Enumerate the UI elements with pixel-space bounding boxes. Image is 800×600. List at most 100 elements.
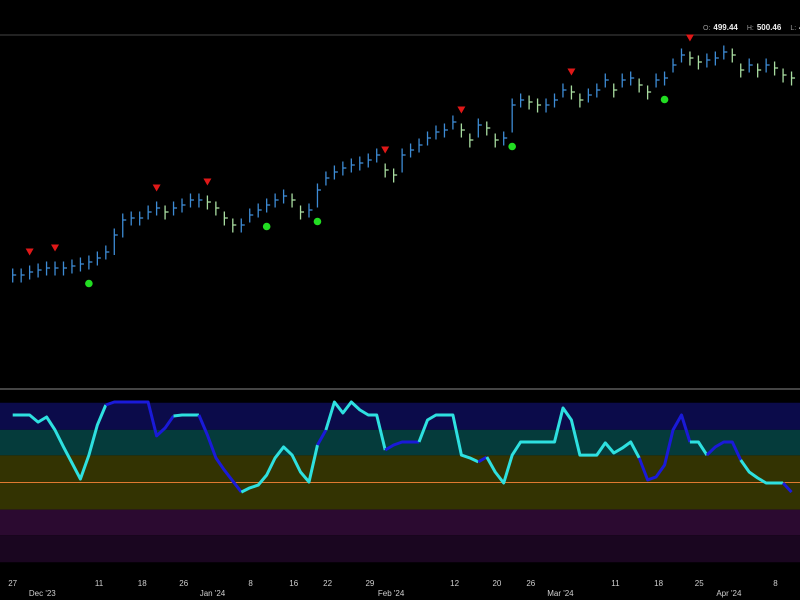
price-bar bbox=[299, 205, 305, 220]
price-bar bbox=[105, 245, 110, 260]
buy-signal bbox=[313, 217, 322, 226]
price-bar bbox=[274, 193, 279, 208]
price-bar bbox=[536, 98, 542, 113]
x-tick-label: 26 bbox=[179, 579, 188, 588]
price-bar bbox=[189, 193, 194, 208]
x-tick-label: 12 bbox=[450, 579, 459, 588]
price-bar bbox=[545, 98, 550, 113]
price-bar bbox=[553, 93, 558, 108]
price-bar bbox=[435, 125, 440, 140]
sell-signal bbox=[25, 248, 34, 256]
x-tick-label: 16 bbox=[289, 579, 298, 588]
osc-line bbox=[197, 414, 243, 494]
price-bar bbox=[342, 161, 347, 176]
price-bar bbox=[503, 131, 508, 146]
x-tick-label: 25 bbox=[695, 579, 704, 588]
legend-value: 499.44 bbox=[713, 23, 738, 32]
osc-line bbox=[316, 429, 328, 446]
price-bar bbox=[782, 68, 787, 83]
osc-line bbox=[477, 455, 488, 464]
price-bar bbox=[12, 268, 17, 283]
price-bar bbox=[249, 208, 254, 223]
osc-band bbox=[0, 509, 800, 536]
price-bar bbox=[164, 205, 169, 220]
osc-line bbox=[689, 440, 709, 456]
price-bar bbox=[680, 48, 685, 63]
price-bar bbox=[232, 218, 237, 233]
price-bar bbox=[604, 73, 609, 88]
sell-signal bbox=[381, 146, 390, 154]
price-bar bbox=[130, 211, 135, 226]
osc-band bbox=[0, 402, 800, 430]
sell-signal bbox=[203, 178, 212, 186]
price-bar bbox=[452, 115, 457, 130]
price-bar bbox=[723, 45, 728, 60]
price-bar bbox=[630, 71, 635, 86]
price-bar bbox=[308, 203, 313, 218]
x-tick-label: 26 bbox=[526, 579, 535, 588]
price-bar bbox=[139, 211, 144, 226]
price-bar bbox=[519, 93, 525, 108]
x-month-label: Apr '24 bbox=[716, 589, 742, 598]
price-bar bbox=[282, 189, 288, 204]
price-bar bbox=[181, 198, 186, 213]
price-bar bbox=[765, 58, 770, 73]
x-tick-label: 18 bbox=[138, 579, 147, 588]
price-bar bbox=[393, 168, 398, 183]
price-bar bbox=[655, 73, 660, 88]
x-tick-label: 27 bbox=[8, 579, 17, 588]
x-tick-label: 8 bbox=[773, 579, 778, 588]
price-bar bbox=[528, 95, 533, 110]
price-bar bbox=[350, 158, 355, 173]
price-bar bbox=[477, 118, 482, 138]
osc-line bbox=[12, 404, 108, 481]
price-bar bbox=[240, 218, 245, 233]
price-bar bbox=[418, 138, 423, 153]
price-bar bbox=[215, 201, 220, 216]
price-bar bbox=[773, 61, 779, 76]
price-bar bbox=[740, 63, 745, 78]
price-bar bbox=[748, 58, 753, 73]
legend-label: H: bbox=[747, 25, 754, 32]
price-bar bbox=[638, 78, 643, 93]
sell-signal bbox=[152, 184, 161, 192]
price-bar bbox=[731, 48, 736, 63]
price-bar bbox=[122, 213, 127, 238]
sell-signal bbox=[685, 34, 694, 42]
buy-signal bbox=[508, 142, 516, 151]
osc-line bbox=[637, 413, 692, 482]
price-bar bbox=[333, 165, 338, 180]
sell-signal bbox=[457, 106, 466, 114]
price-bar bbox=[20, 268, 25, 283]
osc-line bbox=[739, 459, 784, 485]
buy-signal bbox=[262, 222, 271, 231]
price-bar bbox=[198, 193, 203, 208]
osc-line bbox=[781, 481, 793, 494]
osc-line bbox=[417, 413, 479, 464]
price-bar bbox=[714, 51, 719, 66]
buy-signal bbox=[660, 95, 669, 104]
price-bar bbox=[223, 211, 228, 226]
osc-line bbox=[324, 400, 387, 451]
price-bar bbox=[570, 85, 575, 100]
legend-label: O: bbox=[703, 25, 710, 32]
legend-value: 500.46 bbox=[757, 23, 782, 32]
price-bar bbox=[757, 63, 762, 78]
x-tick-label: 20 bbox=[492, 579, 501, 588]
price-bar bbox=[37, 263, 42, 278]
price-bar bbox=[409, 143, 415, 158]
osc-line bbox=[173, 413, 199, 418]
price-bar bbox=[706, 53, 711, 68]
price-bar bbox=[79, 257, 84, 272]
price-bar bbox=[206, 195, 211, 210]
price-bar bbox=[460, 123, 465, 138]
x-month-label: Feb '24 bbox=[378, 589, 405, 598]
price-bar bbox=[596, 83, 601, 98]
x-month-label: Mar '24 bbox=[547, 589, 574, 598]
price-bar bbox=[54, 261, 59, 276]
price-bar bbox=[443, 123, 448, 138]
price-bar bbox=[45, 261, 51, 276]
price-bar bbox=[426, 131, 432, 146]
price-bar bbox=[613, 83, 618, 98]
